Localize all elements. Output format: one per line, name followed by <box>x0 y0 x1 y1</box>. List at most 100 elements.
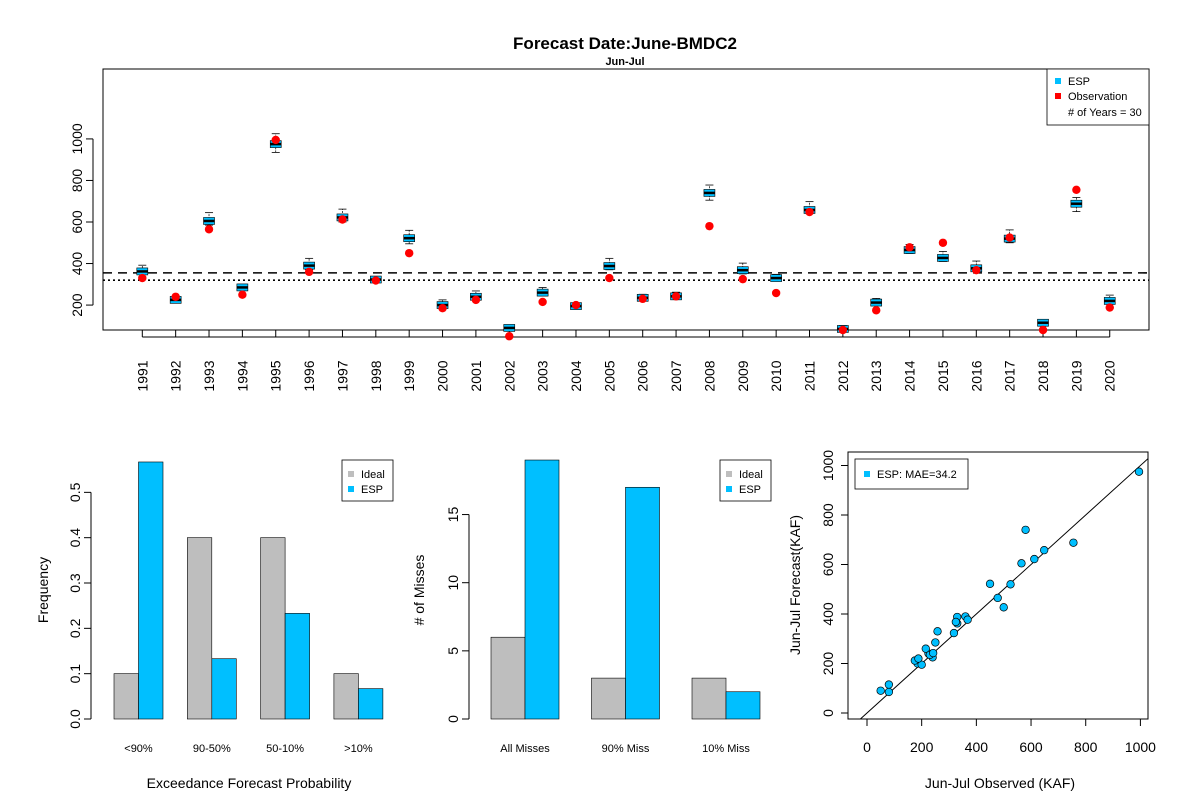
scatter-point <box>1021 525 1030 534</box>
y-tick-label: 0.5 <box>67 482 83 502</box>
x-tick-label: 2019 <box>1068 360 1084 391</box>
ideal-bar <box>187 537 213 720</box>
y-tick-label: 1000 <box>69 123 85 154</box>
one-to-one-line <box>859 457 1148 719</box>
category-label: <90% <box>124 743 153 755</box>
x-tick-label: 1992 <box>168 360 184 391</box>
x-tick-label: 2016 <box>968 360 984 391</box>
legend-box <box>854 458 969 490</box>
legend: Ideal ESP <box>719 459 772 502</box>
y-tick-label: 400 <box>820 602 836 626</box>
x-tick-label: 2014 <box>902 360 918 391</box>
x-tick-label: 1994 <box>234 360 250 391</box>
x-tick-label: 2018 <box>1035 360 1051 391</box>
x-tick-label: 1999 <box>401 360 417 391</box>
x-tick-label: 2017 <box>1002 360 1018 391</box>
observation-point <box>571 300 581 310</box>
observation-point <box>1038 325 1048 335</box>
scatter-point <box>993 593 1002 603</box>
x-tick-label: 2004 <box>568 360 584 391</box>
y-tick-label: 0.1 <box>67 664 83 684</box>
observation-point <box>705 221 714 231</box>
x-axis-label: Exceedance Forecast Probability <box>147 775 352 791</box>
y-tick-label: 0.0 <box>67 709 83 729</box>
observation-point <box>1005 233 1014 242</box>
x-tick-label: 200 <box>910 739 934 755</box>
x-tick-label: 2010 <box>768 360 784 391</box>
scatter-point <box>1134 467 1144 476</box>
x-tick-label: 2009 <box>735 360 751 391</box>
ideal-bar <box>260 537 286 720</box>
x-axis: 1991 1992 1993 1994 1995 1996 1997 1998 1999 2000… <box>134 330 1118 392</box>
y-axis-label: # of Misses <box>411 555 427 626</box>
esp-bar <box>358 688 384 720</box>
esp-boxes <box>136 133 1116 333</box>
plot-frame <box>102 68 1150 331</box>
scatter-point <box>949 628 959 638</box>
x-axis-label: Jun-Jul Observed (KAF) <box>925 775 1075 791</box>
y-tick-label: 200 <box>69 293 85 317</box>
y-tick-label: 200 <box>820 652 836 676</box>
scatter-point <box>985 579 995 588</box>
x-tick-label: 1993 <box>201 360 217 391</box>
y-tick-label: 0 <box>445 715 461 723</box>
scatter-point <box>914 654 923 663</box>
scatter-point <box>929 648 938 658</box>
category-label: 10% Miss <box>702 743 750 755</box>
esp-bar <box>211 658 237 720</box>
legend-ideal-label: Ideal <box>739 469 763 481</box>
x-tick-label: 1000 <box>1125 739 1156 755</box>
esp-boxplot-panel: Forecast Date:June-BMDC2 Jun-Jul 200 400 6… <box>69 34 1150 392</box>
misses-bar-panel: 0 5 10 15 All Misses 90% Miss 10% Miss # of M… <box>411 459 772 755</box>
legend-note: # of Years = 30 <box>1068 107 1142 119</box>
y-tick-label: 400 <box>69 252 85 276</box>
legend-esp-swatch <box>726 486 732 492</box>
x-tick-label: 2008 <box>701 360 717 391</box>
scatter-point <box>1017 559 1026 568</box>
observation-point <box>171 292 180 301</box>
ideal-bar <box>333 673 359 720</box>
chart-title: Forecast Date:June-BMDC2 <box>513 34 737 53</box>
x-tick-label: 2006 <box>635 360 651 391</box>
observation-point <box>805 207 814 217</box>
legend-esp-label: ESP <box>1068 76 1090 88</box>
legend-esp-swatch <box>348 486 354 492</box>
ideal-bar <box>691 677 727 720</box>
scatter-point <box>921 644 930 653</box>
observation-point <box>371 276 381 285</box>
observation-point <box>771 288 781 298</box>
bars <box>113 461 384 720</box>
x-tick-label: 1998 <box>368 360 384 391</box>
observation-point <box>271 135 280 145</box>
observation-point <box>938 238 948 247</box>
scatter-point <box>933 627 942 636</box>
observation-point <box>538 297 547 307</box>
legend-ideal-swatch <box>726 471 732 477</box>
y-axis: 0 5 10 15 <box>445 507 470 723</box>
observation-point <box>471 295 481 305</box>
legend-box <box>1046 68 1150 126</box>
x-tick-label: 2003 <box>535 360 551 391</box>
observation-point <box>304 267 314 277</box>
x-tick-label: 1996 <box>301 360 317 391</box>
scatter-point <box>1040 545 1049 555</box>
observation-point <box>972 265 981 275</box>
observation-point <box>838 325 848 335</box>
x-tick-label: 2002 <box>501 360 517 391</box>
observation-point <box>738 274 747 284</box>
scatter-point <box>1069 538 1078 547</box>
observation-point <box>204 225 214 234</box>
legend: ESP: MAE=34.2 <box>854 458 969 490</box>
observation-point <box>438 303 447 313</box>
legend: Ideal ESP <box>341 459 394 502</box>
legend-esp-label: ESP <box>739 484 761 496</box>
scatter-point <box>884 680 894 689</box>
scatter-point <box>876 686 885 695</box>
ideal-bar <box>591 677 626 720</box>
reference-lines <box>103 272 1149 281</box>
esp-bar <box>524 459 560 720</box>
x-tick-label: 2013 <box>868 360 884 391</box>
x-tick-label: 2015 <box>935 360 951 391</box>
axes: 0 200 400 600 800 1000 0 200 400 600 800 1000 <box>820 450 1156 755</box>
